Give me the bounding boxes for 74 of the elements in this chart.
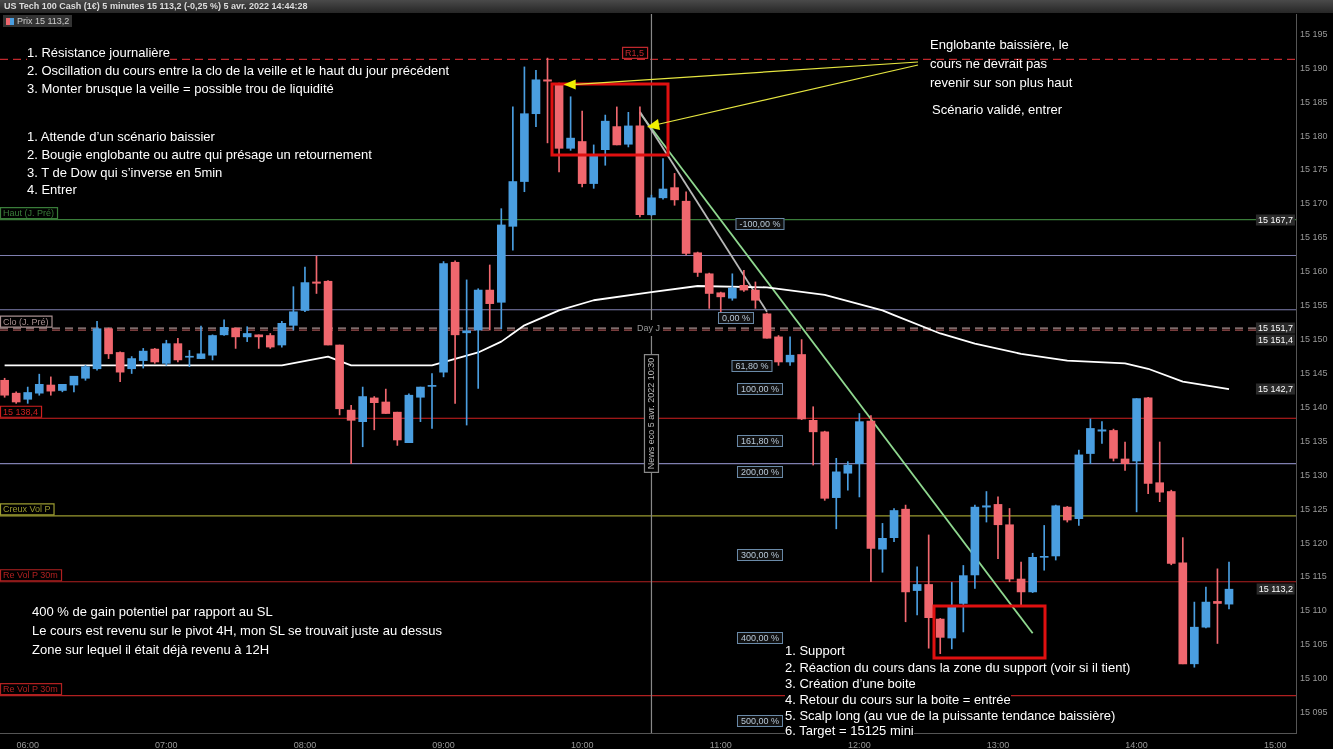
annotation: 2. Oscillation du cours entre la clo de la veille et le haut du jour précédent [27, 63, 450, 79]
annotation: 2. Réaction du cours dans la zone du support (voir si il tient) [785, 660, 1131, 676]
y-tick-label: 15 120 [1300, 537, 1328, 548]
x-tick-label: 11:00 [709, 739, 732, 749]
annotation: Englobante baissière, le cours ne devrait pas revenir sur son plus haut [930, 36, 1074, 92]
y-tick-label: 15 145 [1300, 367, 1328, 378]
annotation: 4. Retour du cours sur la boite = entrée [785, 692, 1011, 708]
ref-line-label: 15 138,4 [3, 406, 39, 417]
x-tick-label: 09:00 [432, 739, 455, 749]
chart-title: US Tech 100 Cash (1€) 5 minutes 15 113,2 (-0,25 %) 5 avr. 2022 14:44:28 [4, 1, 308, 11]
annotation: 5. Scalp long (au vue de la puissante tendance baissière) [785, 708, 1116, 724]
x-tick-label: 06:00 [16, 739, 39, 749]
y-tick-label: 15 165 [1300, 232, 1328, 243]
x-tick-label: 12:00 [848, 739, 871, 749]
annotation: 400 % de gain potentiel par rapport au SL [32, 604, 273, 620]
x-tick-label: 10:00 [570, 739, 594, 749]
annotation: 3. Monter brusque la veille = possible trou de liquidité [27, 81, 334, 97]
y-tick-label: 15 155 [1300, 300, 1328, 311]
y-tick-label: 15 140 [1300, 401, 1328, 412]
ref-line-label: R1,5 [625, 47, 645, 58]
annotation: 400,00 % [736, 632, 784, 644]
annotation: 200,00 % [736, 466, 784, 478]
legend-label: Prix 15 113,2 [17, 16, 70, 26]
y-tick-label: 15 135 [1300, 435, 1328, 446]
ref-line-label: Re Vol P 30m [3, 684, 58, 695]
x-tick-label: 07:00 [155, 739, 178, 749]
annotation: 1. Attende d’un scénario baissier [27, 129, 215, 145]
annotation: 0,00 % [717, 312, 755, 324]
ref-line-label: Creux Vol P [3, 504, 51, 515]
y-tick-label: 15 185 [1300, 96, 1328, 107]
annotation: 2. Bougie englobante ou autre qui présage un retournement [27, 147, 372, 163]
annotation: 4. Entrer [27, 182, 77, 198]
y-tick-label: 15 175 [1300, 164, 1328, 175]
ref-line-label: Clo (J. Pré) [3, 316, 49, 327]
x-tick-label: 13:00 [986, 739, 1010, 749]
ref-line-label: Haut (J. Pré) [3, 208, 55, 219]
x-tick-label: 14:00 [1125, 739, 1148, 749]
y-tick-label: 15 195 [1300, 28, 1328, 39]
y-tick-label: 15 110 [1300, 605, 1327, 616]
annotation: 3. Création d’une boite [785, 676, 916, 692]
y-tick-label: 15 190 [1300, 62, 1328, 73]
y-tick-label: 15 160 [1300, 266, 1328, 277]
x-tick-label: 15:00 [1263, 739, 1287, 749]
annotation: 300,00 % [736, 549, 784, 561]
annotation: 3. T de Dow qui s’inverse en 5min [27, 165, 223, 181]
y-tick-label: 15 170 [1300, 198, 1328, 209]
y-tick-label: 15 180 [1300, 130, 1328, 141]
annotation: 15 142,7 [1255, 383, 1295, 395]
y-tick-label: 15 115 [1300, 571, 1327, 582]
annotation: 15 151,7 [1255, 322, 1295, 334]
annotation: 1. Support [785, 643, 845, 659]
x-tick-label: 08:00 [293, 739, 317, 749]
y-tick-label: 15 105 [1300, 639, 1328, 650]
annotation: 15 151,4 [1255, 334, 1295, 346]
annotation: Day J [637, 320, 661, 336]
annotation: Zone sur lequel il était déjà revenu à 12H [32, 642, 270, 658]
annotation: 15 113,2 [1256, 583, 1295, 595]
annotation: 15 167,7 [1255, 214, 1295, 225]
annotation: Le cours est revenu sur le pivot 4H, mon SL se trouvait juste au dessus [32, 623, 442, 639]
annotation: 161,80 % [736, 435, 784, 447]
y-tick-label: 15 130 [1300, 469, 1328, 480]
annotation: Scénario validé, entrer [932, 102, 1063, 118]
y-tick-label: 15 125 [1300, 503, 1328, 514]
annotation: 61,80 % [731, 360, 773, 372]
ref-line-label: News eco 5 avr. 2022 10:30 [645, 357, 656, 470]
y-tick-label: 15 095 [1300, 707, 1328, 718]
y-tick-label: 15 150 [1300, 334, 1328, 345]
annotation: 6. Target = 15125 mini [785, 723, 914, 739]
annotation: -100,00 % [735, 218, 785, 230]
annotation: 100,00 % [736, 383, 784, 395]
y-tick-label: 15 100 [1300, 673, 1328, 684]
annotation: 1. Résistance journalière [27, 45, 171, 61]
ref-line-label: Re Vol P 30m [3, 570, 58, 581]
annotation: 500,00 % [736, 715, 784, 727]
